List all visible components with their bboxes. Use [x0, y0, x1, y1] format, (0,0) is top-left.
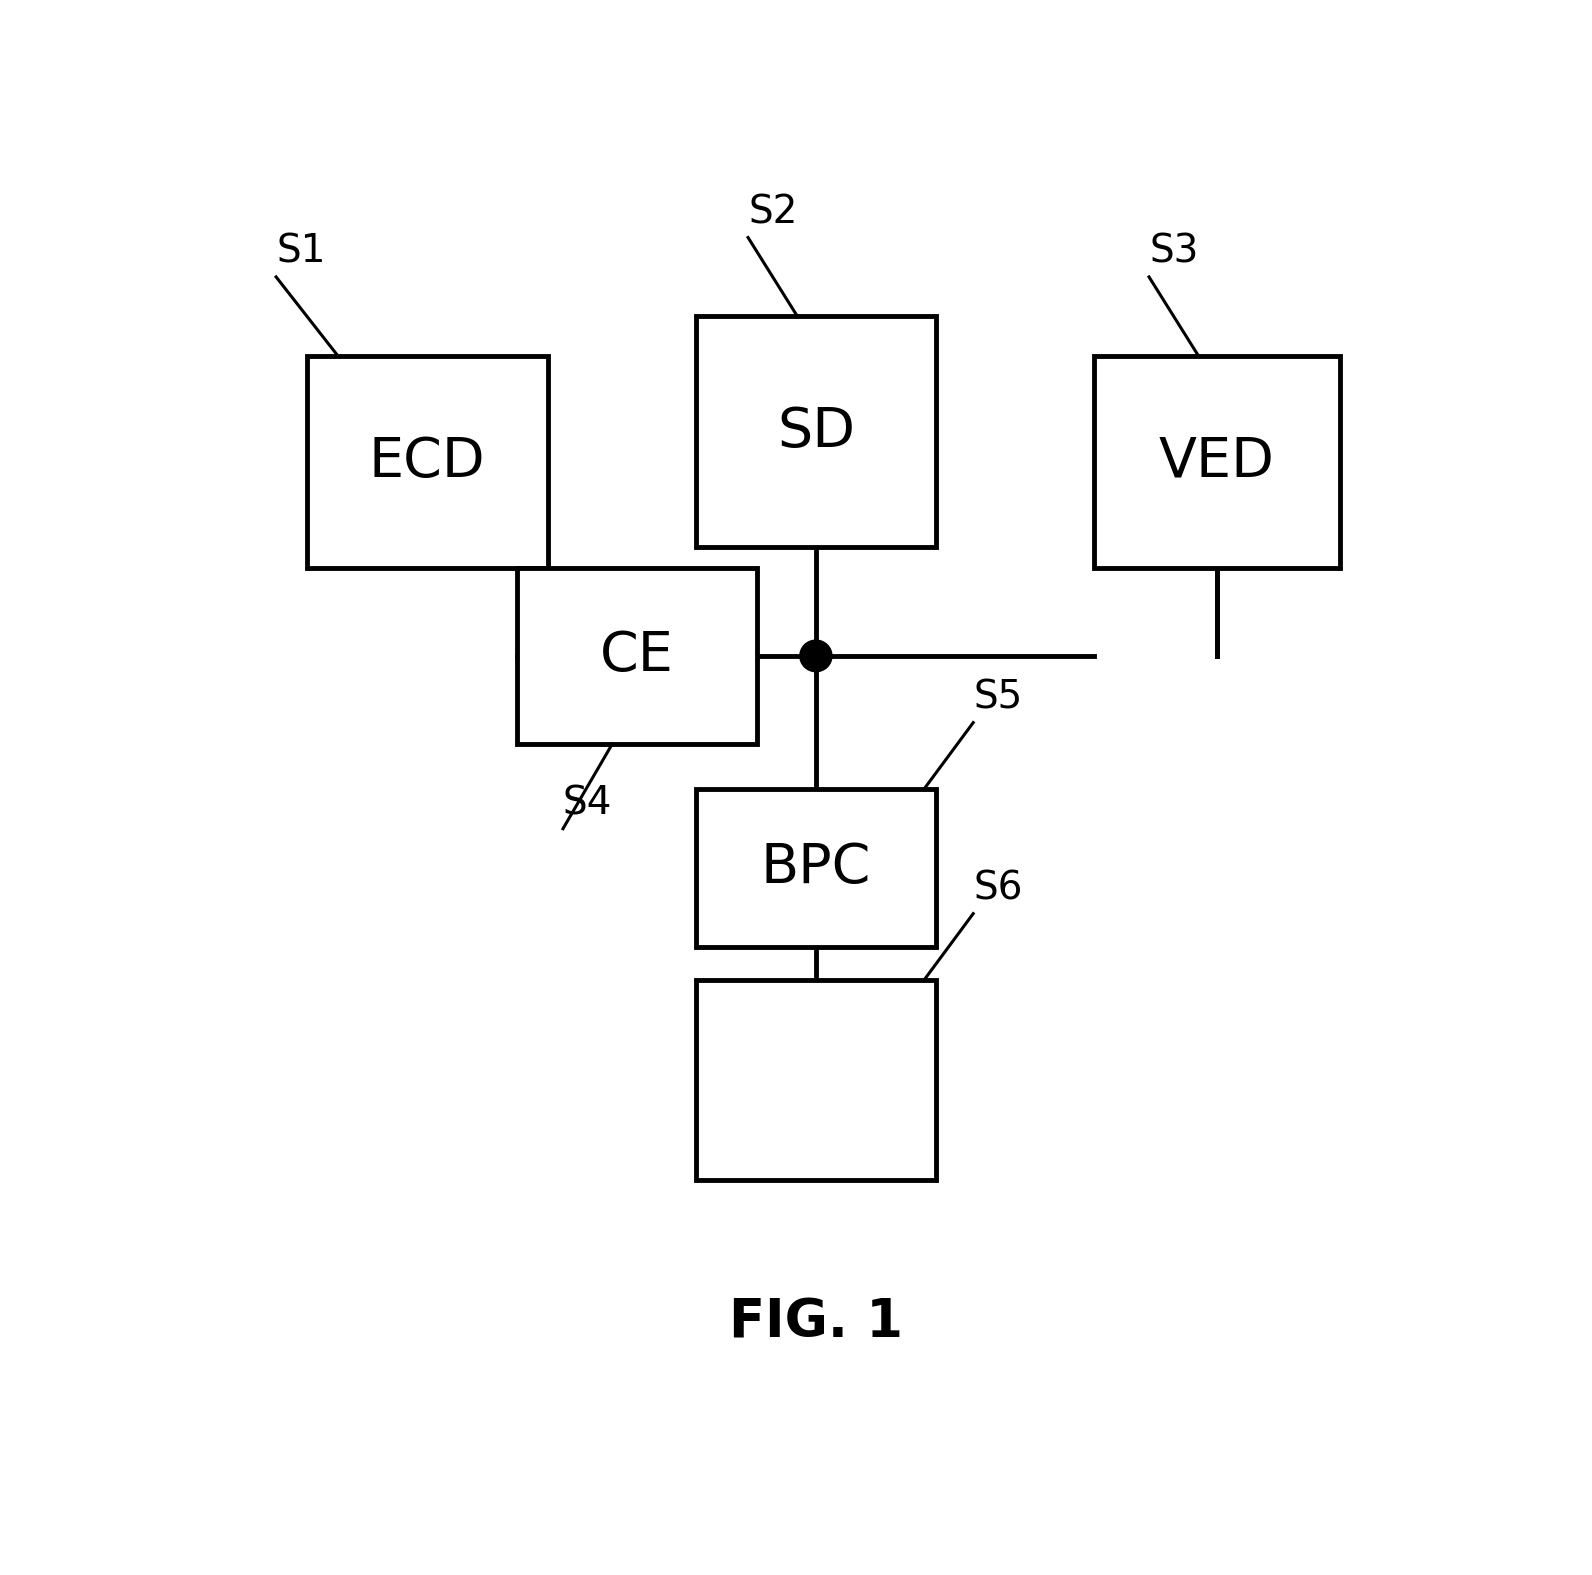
Text: S4: S4 [564, 784, 613, 822]
Text: FIG. 1: FIG. 1 [729, 1296, 903, 1348]
Circle shape [799, 639, 833, 671]
Bar [517, 569, 758, 743]
Text: VED: VED [1159, 435, 1275, 488]
Bar [696, 789, 936, 947]
Text: BPC: BPC [761, 841, 871, 895]
Text: CE: CE [600, 628, 673, 684]
Text: ECD: ECD [369, 435, 486, 488]
Text: S3: S3 [1149, 233, 1199, 271]
Text: S1: S1 [275, 233, 326, 271]
Text: SD: SD [777, 405, 855, 458]
Bar [696, 980, 936, 1180]
Bar [1094, 356, 1340, 569]
Bar [307, 356, 548, 569]
Text: S6: S6 [973, 869, 1022, 907]
Bar [696, 317, 936, 547]
Text: S2: S2 [748, 194, 798, 232]
Text: S5: S5 [973, 679, 1022, 717]
